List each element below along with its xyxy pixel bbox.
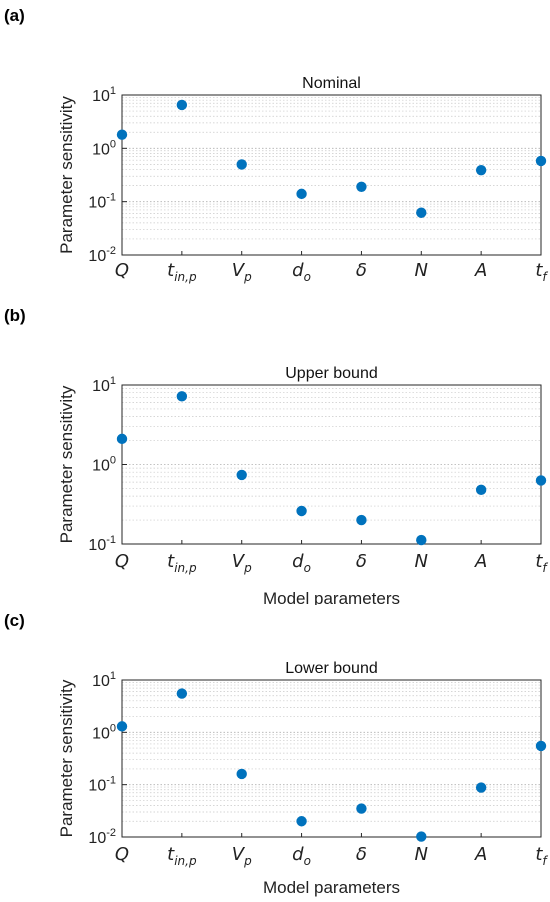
data-point bbox=[236, 469, 247, 481]
x-tick-label: tin,p bbox=[167, 260, 197, 284]
y-tick-label: 10-1 bbox=[88, 775, 116, 795]
x-tick-label: N bbox=[415, 551, 428, 572]
data-point bbox=[116, 721, 128, 732]
y-tick-label: 10-2 bbox=[88, 245, 116, 265]
data-point bbox=[416, 207, 427, 218]
data-point bbox=[475, 484, 487, 496]
plot-box bbox=[121, 384, 542, 545]
x-tick-label: Q bbox=[115, 260, 129, 281]
y-axis-label: Parameter sensitivity bbox=[57, 385, 76, 543]
y-tick-label: 101 bbox=[92, 85, 116, 105]
data-point bbox=[296, 188, 307, 200]
data-point bbox=[116, 433, 128, 445]
y-tick-label: 100 bbox=[92, 455, 116, 475]
grid-lines bbox=[122, 679, 541, 838]
y-tick-label: 101 bbox=[92, 375, 116, 395]
x-tick-label: Vp bbox=[232, 260, 252, 284]
data-point bbox=[356, 514, 367, 526]
chart-title: Nominal bbox=[302, 75, 361, 92]
grid-lines bbox=[122, 384, 541, 545]
y-axis-label: Parameter sensitivity bbox=[57, 679, 76, 837]
data-point bbox=[296, 505, 307, 517]
data-point bbox=[236, 768, 247, 780]
y-tick-label: 101 bbox=[92, 670, 116, 690]
x-axis-label: Model parameters bbox=[263, 878, 400, 897]
x-tick-label: N bbox=[415, 844, 428, 865]
y-tick-label: 10-1 bbox=[88, 534, 116, 554]
x-tick-label: δ bbox=[356, 844, 367, 865]
x-tick-label: tin,p bbox=[167, 844, 197, 868]
x-tick-label: tf bbox=[535, 260, 548, 284]
data-point bbox=[176, 688, 188, 699]
y-tick-label: 100 bbox=[92, 138, 116, 158]
x-tick-label: A bbox=[474, 844, 487, 865]
x-axis-label: Model parameters bbox=[263, 589, 400, 605]
x-tick-label: tf bbox=[535, 551, 548, 575]
x-tick-label: do bbox=[292, 551, 311, 575]
data-point bbox=[535, 155, 547, 167]
x-tick-label: A bbox=[474, 260, 487, 281]
data-point bbox=[416, 534, 427, 546]
x-tick-label: Q bbox=[115, 551, 129, 572]
data-point bbox=[356, 181, 367, 192]
data-point bbox=[236, 159, 247, 170]
data-point bbox=[296, 816, 307, 827]
x-tick-label: tf bbox=[535, 844, 548, 868]
plot-box bbox=[121, 94, 542, 256]
data-point bbox=[416, 831, 427, 842]
y-tick-label: 100 bbox=[92, 722, 116, 742]
chart-title: Lower bound bbox=[285, 660, 378, 677]
data-point bbox=[535, 740, 547, 752]
y-axis-label: Parameter sensitivity bbox=[57, 96, 76, 254]
chart-svg: 10-210-1100101Qtin,pVpdoδNAtfNominalMode… bbox=[57, 75, 548, 284]
data-point bbox=[475, 782, 487, 793]
x-tick-label: Q bbox=[115, 844, 129, 865]
x-tick-label: tin,p bbox=[167, 551, 197, 575]
x-tick-label: δ bbox=[356, 551, 367, 572]
panel-label: (c) bbox=[4, 611, 25, 630]
x-tick-label: Vp bbox=[232, 551, 252, 575]
data-point bbox=[535, 475, 547, 486]
data-point bbox=[176, 391, 188, 402]
y-tick-label: 10-2 bbox=[88, 827, 116, 847]
data-point bbox=[116, 129, 128, 140]
chart-title: Upper bound bbox=[285, 365, 378, 382]
panel-label: (b) bbox=[4, 306, 26, 325]
x-tick-label: N bbox=[415, 260, 428, 281]
x-tick-label: do bbox=[292, 844, 311, 868]
data-point bbox=[356, 803, 367, 814]
x-tick-label: δ bbox=[356, 260, 367, 281]
data-point bbox=[176, 99, 188, 111]
x-tick-label: A bbox=[474, 551, 487, 572]
plot-box bbox=[121, 679, 542, 838]
panel-label: (a) bbox=[4, 6, 25, 25]
x-tick-label: do bbox=[292, 260, 311, 284]
grid-lines bbox=[122, 94, 541, 256]
y-tick-label: 10-1 bbox=[88, 192, 116, 212]
data-point bbox=[475, 164, 487, 176]
x-tick-label: Vp bbox=[232, 844, 252, 868]
